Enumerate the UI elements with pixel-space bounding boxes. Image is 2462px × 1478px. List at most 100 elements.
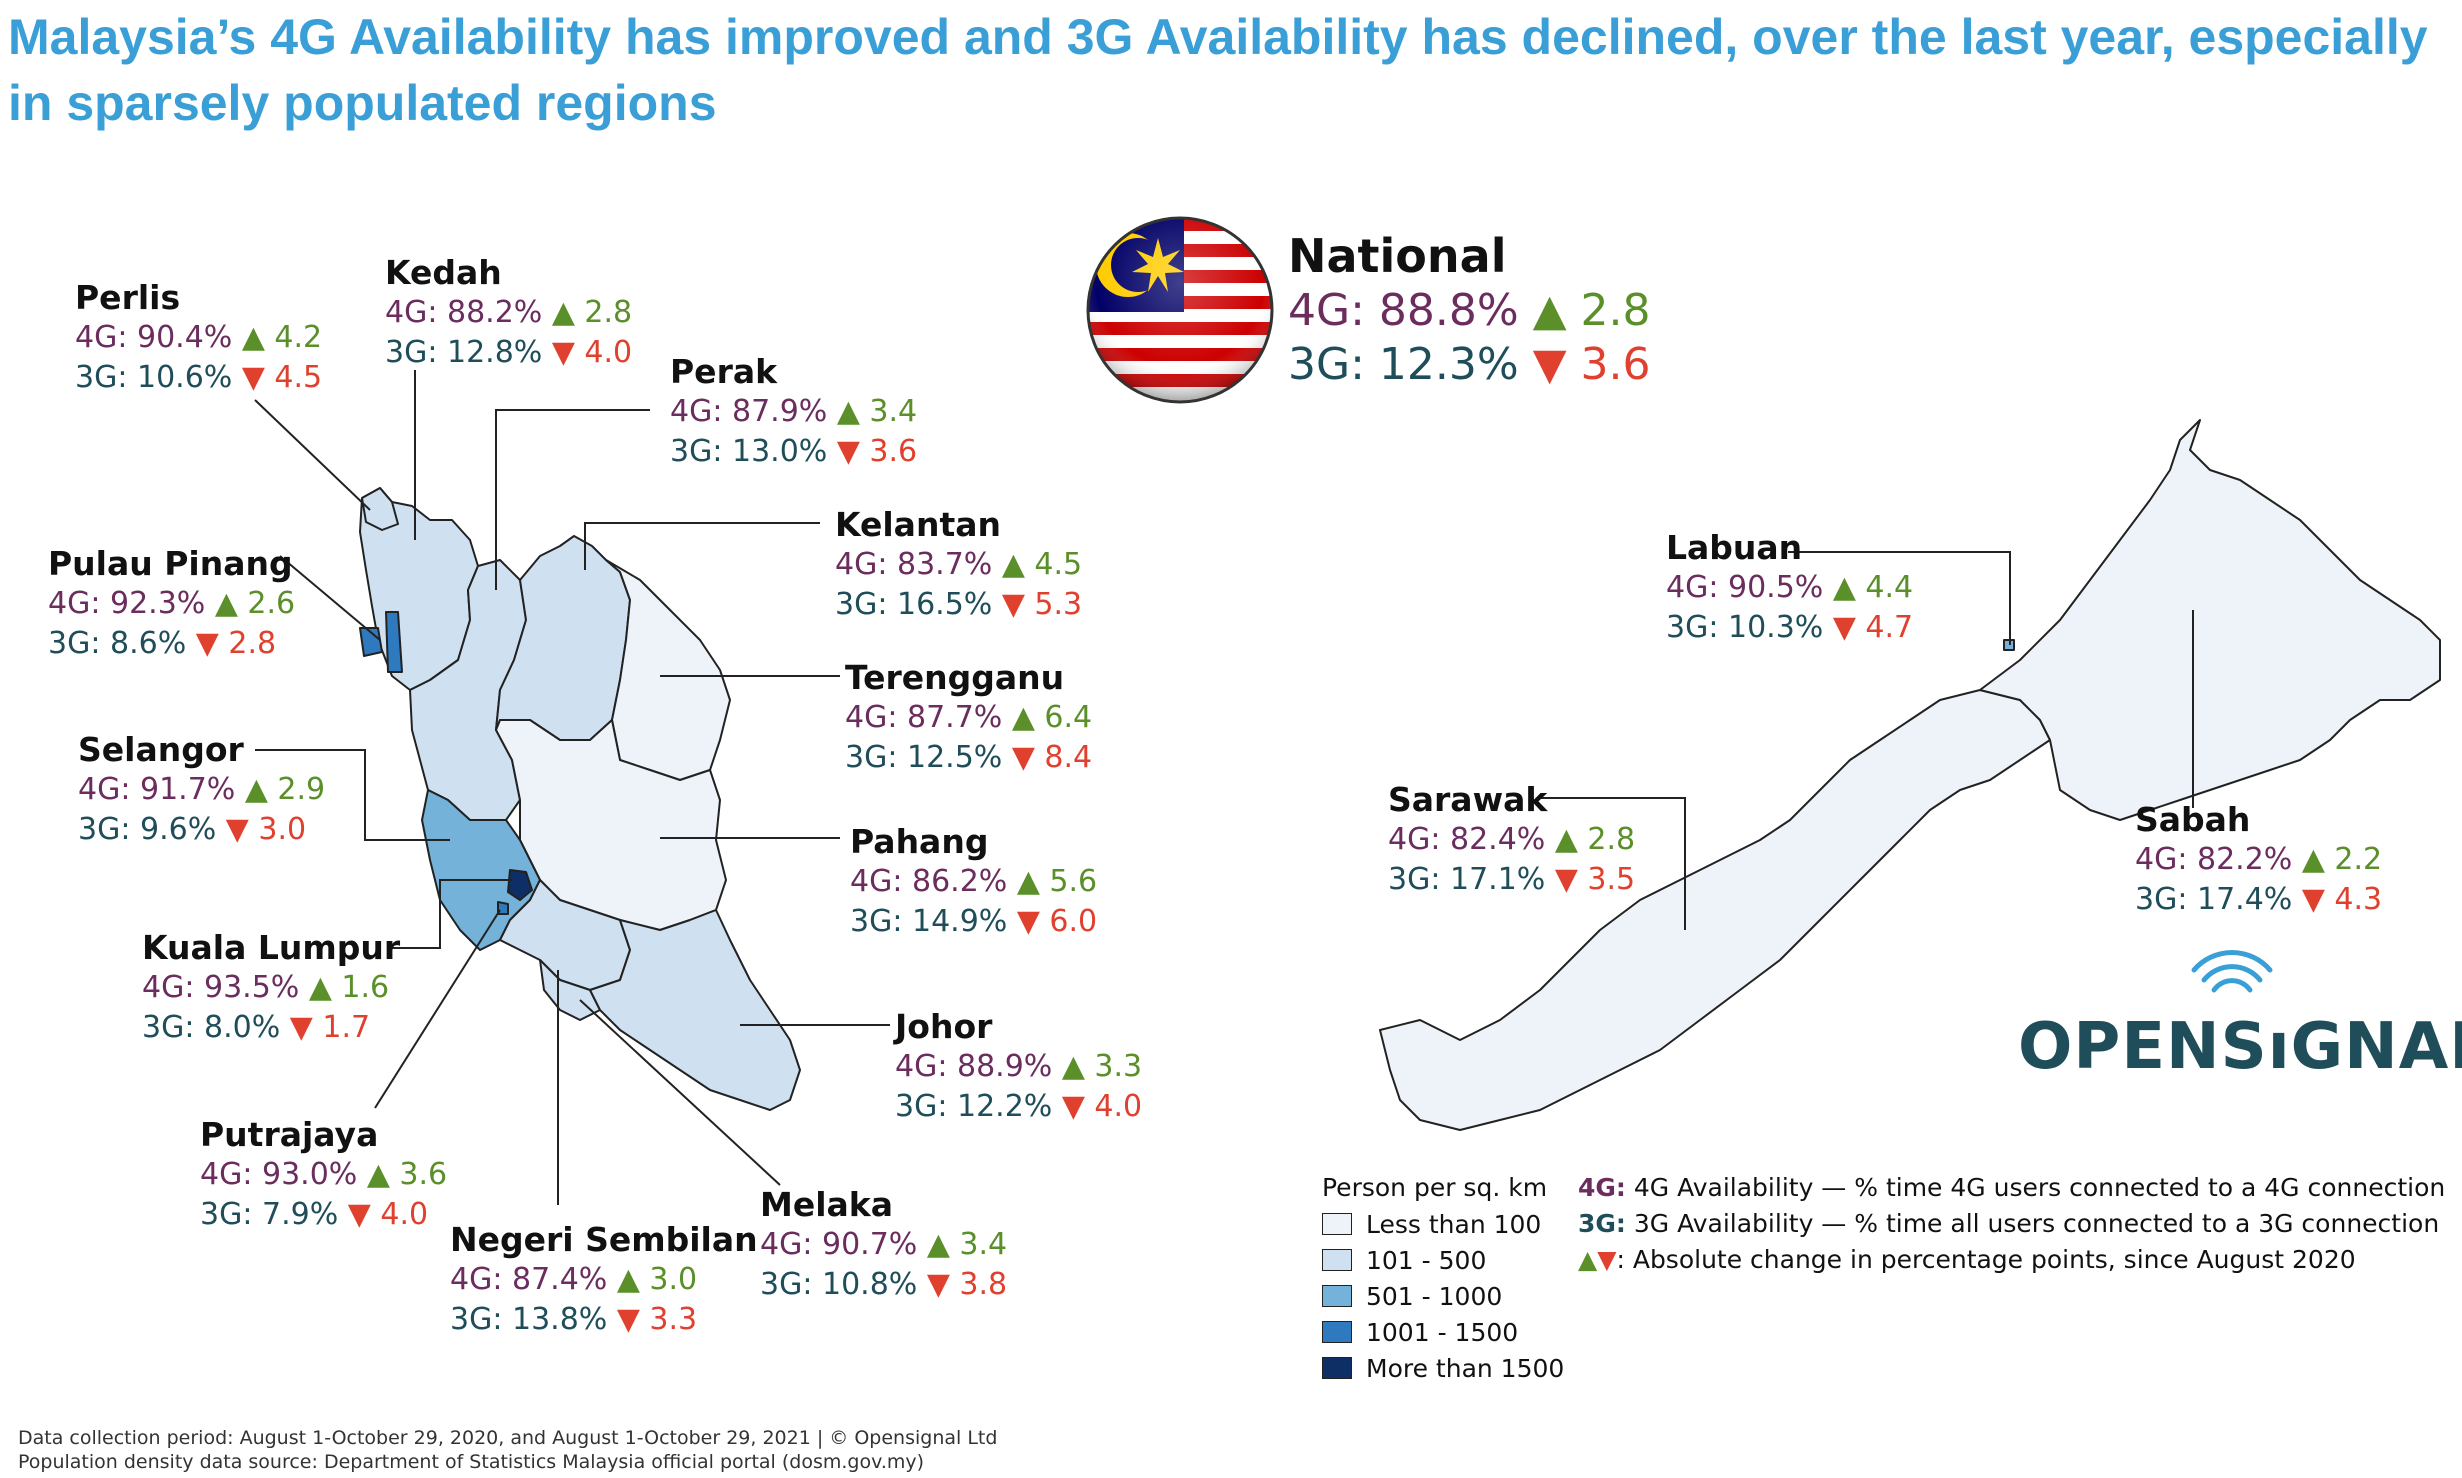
g3-value: 3G: 10.8% — [760, 1267, 918, 1302]
definition-3g: 3G: 3G Availability — % time all users c… — [1578, 1206, 2445, 1242]
legend-item: Less than 100 — [1322, 1206, 1564, 1242]
leader-putrajaya — [374, 909, 501, 1109]
g4-value: 4G: 87.4% — [450, 1262, 608, 1297]
g3-value: 3G: 8.6% — [48, 626, 187, 661]
g4-value: 4G: 93.5% — [142, 970, 300, 1005]
definition-key: 3G: — [1578, 1209, 1626, 1238]
g4-change: ▲ 2.8 — [551, 295, 633, 330]
peninsular-malaysia — [359, 487, 801, 1111]
definition-text: 3G Availability — % time all users conne… — [1625, 1209, 2440, 1238]
g4-change: ▲ 5.6 — [1016, 864, 1098, 899]
g4-value: 4G: 92.3% — [48, 586, 206, 621]
region-kuala-lumpur: Kuala Lumpur 4G: 93.5% ▲ 1.6 3G: 8.0% ▼ … — [142, 928, 400, 1048]
g3-change: ▼ 4.0 — [1061, 1089, 1143, 1124]
footer-collection-period: Data collection period: August 1-October… — [18, 1427, 998, 1449]
g3-change: ▼ 3.5 — [1554, 862, 1636, 897]
state-johor — [589, 909, 801, 1111]
state-perlis — [361, 487, 399, 531]
g3-value: 3G: 8.0% — [142, 1010, 281, 1045]
region-name: Perlis — [75, 278, 181, 317]
leader-labuan — [1788, 551, 2011, 645]
g4-change: ▲ 2.6 — [214, 586, 296, 621]
g4-change: ▲ 3.4 — [926, 1227, 1008, 1262]
g3-change: ▼ 2.8 — [195, 626, 277, 661]
leader-sarawak — [1538, 797, 1686, 930]
state-sarawak — [1379, 689, 2051, 1131]
g3-change: ▼ 4.0 — [347, 1197, 429, 1232]
g3-value: 3G: 12.8% — [385, 335, 543, 370]
g3-value: 3G: 12.5% — [845, 740, 1003, 775]
g3-value: 3G: 12.2% — [895, 1089, 1053, 1124]
region-pahang: Pahang 4G: 86.2% ▲ 5.6 3G: 14.9% ▼ 6.0 — [850, 822, 1097, 942]
legend-swatch — [1322, 1213, 1352, 1235]
region-selangor: Selangor 4G: 91.7% ▲ 2.9 3G: 9.6% ▼ 3.0 — [78, 730, 325, 850]
g3-value: 3G: 9.6% — [78, 812, 217, 847]
g4-value: 4G: 88.2% — [385, 295, 543, 330]
region-putrajaya: Putrajaya 4G: 93.0% ▲ 3.6 3G: 7.9% ▼ 4.0 — [200, 1115, 447, 1235]
region-name: Pahang — [850, 822, 989, 861]
opensignal-logo: OPENSıGNAL — [2018, 1010, 2462, 1084]
leader-kuala-lumpur — [390, 879, 512, 949]
g4-value: 4G: 90.7% — [760, 1227, 918, 1262]
g3-value: 3G: 7.9% — [200, 1197, 339, 1232]
region-kedah: Kedah 4G: 88.2% ▲ 2.8 3G: 12.8% ▼ 4.0 — [385, 253, 632, 373]
national-g3-change: ▼ 3.6 — [1532, 339, 1651, 390]
footer: Data collection period: August 1-October… — [18, 1426, 997, 1474]
legend-swatch — [1322, 1249, 1352, 1271]
region-negeri-sembilan: Negeri Sembilan 4G: 87.4% ▲ 3.0 3G: 13.8… — [450, 1220, 758, 1340]
region-name: Sabah — [2135, 800, 2251, 839]
legend-swatch — [1322, 1285, 1352, 1307]
national-g3-value: 3G: 12.3% — [1288, 339, 1519, 390]
g3-change: ▼ 1.7 — [289, 1010, 371, 1045]
region-kelantan: Kelantan 4G: 83.7% ▲ 4.5 3G: 16.5% ▼ 5.3 — [835, 505, 1082, 625]
region-name: Johor — [895, 1007, 993, 1046]
signal-icon — [2191, 950, 2273, 993]
g4-value: 4G: 90.4% — [75, 320, 233, 355]
region-labuan: Labuan 4G: 90.5% ▲ 4.4 3G: 10.3% ▼ 4.7 — [1666, 528, 1913, 648]
g4-change: ▲ 3.6 — [366, 1157, 448, 1192]
malaysia-flag-icon — [1088, 218, 1272, 402]
g4-change: ▲ 2.8 — [1554, 822, 1636, 857]
legend-label: 501 - 1000 — [1366, 1281, 1503, 1311]
g3-value: 3G: 10.3% — [1666, 610, 1824, 645]
region-name: Sarawak — [1388, 780, 1548, 819]
legend-label: 101 - 500 — [1366, 1245, 1487, 1275]
legend-title: Person per sq. km — [1322, 1173, 1548, 1202]
g4-change: ▲ 1.6 — [308, 970, 390, 1005]
region-perlis: Perlis 4G: 90.4% ▲ 4.2 3G: 10.6% ▼ 4.5 — [75, 278, 322, 398]
definition-4g: 4G: 4G Availability — % time 4G users co… — [1578, 1170, 2445, 1206]
g3-change: ▼ 3.3 — [616, 1302, 698, 1337]
leader-lines — [254, 370, 2194, 1205]
state-kuala-lumpur — [507, 869, 533, 901]
g3-change: ▼ 5.3 — [1001, 587, 1083, 622]
region-melaka: Melaka 4G: 90.7% ▲ 3.4 3G: 10.8% ▼ 3.8 — [760, 1185, 1007, 1305]
g3-value: 3G: 14.9% — [850, 904, 1008, 939]
page-title: Malaysia’s 4G Availability has improved … — [8, 9, 2428, 131]
metric-definitions: 4G: 4G Availability — % time 4G users co… — [1578, 1170, 2445, 1278]
region-sabah: Sabah 4G: 82.2% ▲ 2.2 3G: 17.4% ▼ 4.3 — [2135, 800, 2382, 920]
g3-change: ▼ 3.0 — [225, 812, 307, 847]
legend-label: More than 1500 — [1366, 1353, 1565, 1383]
region-terengganu: Terengganu 4G: 87.7% ▲ 6.4 3G: 12.5% ▼ 8… — [845, 658, 1092, 778]
region-name: Putrajaya — [200, 1115, 379, 1154]
g4-value: 4G: 88.9% — [895, 1049, 1053, 1084]
legend-swatch — [1322, 1321, 1352, 1343]
g3-value: 3G: 13.0% — [670, 434, 828, 469]
region-sarawak: Sarawak 4G: 82.4% ▲ 2.8 3G: 17.1% ▼ 3.5 — [1388, 780, 1635, 900]
g3-change: ▼ 6.0 — [1016, 904, 1098, 939]
legend-item: More than 1500 — [1322, 1350, 1564, 1386]
g3-change: ▼ 4.3 — [2301, 882, 2383, 917]
g3-value: 3G: 16.5% — [835, 587, 993, 622]
region-name: Pulau Pinang — [48, 544, 293, 583]
legend-item: 501 - 1000 — [1322, 1278, 1564, 1314]
region-pulau-pinang: Pulau Pinang 4G: 92.3% ▲ 2.6 3G: 8.6% ▼ … — [48, 544, 295, 664]
g3-value: 3G: 13.8% — [450, 1302, 608, 1337]
g3-change: ▼ 8.4 — [1011, 740, 1093, 775]
g3-change: ▼ 3.6 — [836, 434, 918, 469]
g4-value: 4G: 86.2% — [850, 864, 1008, 899]
legend-item: 1001 - 1500 — [1322, 1314, 1564, 1350]
east-malaysia — [1379, 419, 2441, 1131]
definition-key: 4G: — [1578, 1173, 1626, 1202]
g3-change: ▼ 4.7 — [1832, 610, 1914, 645]
